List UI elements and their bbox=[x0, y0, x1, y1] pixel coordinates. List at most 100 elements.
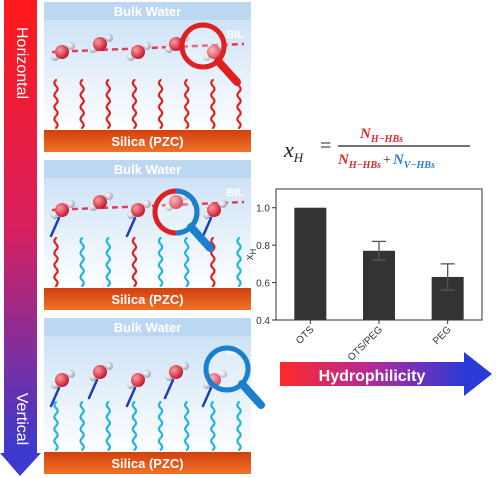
eq-den-1-sub: H−HBs bbox=[348, 160, 381, 171]
vertical-hbond-line bbox=[125, 216, 137, 238]
hydrogen-atom bbox=[105, 362, 113, 370]
oxygen-atom bbox=[131, 203, 145, 217]
xh-bar-chart: 0.4 0.6 0.8 1.0 xH OTS OTS/PEG PEG bbox=[244, 188, 483, 364]
y-axis-label: xH bbox=[244, 249, 258, 261]
svg-text:=: = bbox=[320, 135, 331, 157]
vertical-hbond-line bbox=[201, 216, 213, 238]
magnifier-handle bbox=[187, 223, 214, 252]
silica-substrate bbox=[44, 452, 251, 474]
hydrogen-atom bbox=[143, 370, 151, 378]
bar-ots-peg bbox=[363, 250, 395, 320]
bar-ots bbox=[294, 207, 327, 320]
silica-substrate bbox=[44, 288, 251, 310]
orientation-arrow bbox=[0, 0, 41, 476]
water-region bbox=[44, 160, 251, 290]
water-molecule bbox=[51, 370, 75, 389]
surfactant-tail bbox=[53, 400, 59, 452]
oxygen-atom bbox=[55, 203, 69, 217]
horizontal-label: Horizontal bbox=[13, 26, 30, 100]
hydrogen-atom bbox=[219, 200, 227, 208]
surfactant-tail bbox=[105, 78, 111, 130]
surfactant-tail bbox=[79, 236, 85, 288]
oxygen-atom bbox=[55, 45, 69, 59]
surfactant-tail bbox=[105, 236, 111, 288]
silica-label: Silica (PZC) bbox=[111, 134, 183, 149]
y-axis-label-sub: H bbox=[249, 249, 258, 255]
bil-label: BIL bbox=[226, 29, 244, 41]
eq-num-sub: H−HBs bbox=[370, 134, 403, 145]
hydrogen-atom bbox=[67, 370, 75, 378]
surfactant-tail bbox=[184, 400, 190, 452]
hydrogen-atom bbox=[105, 34, 113, 42]
surfactant-tail bbox=[53, 78, 59, 130]
interface-panel-1: Bulk Water BIL Silica (PZC) bbox=[44, 2, 251, 152]
eq-den-2-sub: V−HBs bbox=[404, 160, 435, 171]
water-molecule bbox=[51, 42, 75, 61]
eq-lhs: x bbox=[283, 137, 294, 162]
hydrogen-atom bbox=[143, 42, 151, 50]
surfactant-tail bbox=[105, 400, 111, 452]
svg-text:NH−HBs+NV−HBs: NH−HBs + NV−HBs bbox=[337, 152, 435, 171]
hydrogen-atom bbox=[67, 42, 75, 50]
bulk-water-band bbox=[44, 160, 251, 178]
oxygen-atom bbox=[169, 365, 183, 379]
eq-lhs-sub: H bbox=[293, 150, 304, 165]
oxygen-atom bbox=[207, 203, 221, 217]
xh-equation: xH = NH−HBs NH−HBs + NV−HBs bbox=[283, 126, 470, 171]
surfactant-tail bbox=[131, 236, 138, 288]
eq-den-2: N bbox=[392, 152, 405, 168]
oxygen-atom bbox=[131, 45, 145, 59]
water-molecule bbox=[165, 362, 189, 381]
hydrophilicity-label: Hydrophilicity bbox=[319, 368, 426, 385]
magnifier-lens bbox=[179, 22, 227, 70]
hydrophilicity-arrow: Hydrophilicity bbox=[280, 352, 492, 396]
magnifier-icon bbox=[203, 345, 265, 409]
water-region bbox=[44, 2, 251, 132]
magnifier-handle bbox=[214, 57, 241, 86]
surfactant-tail bbox=[236, 78, 242, 130]
oxygen-atom bbox=[93, 365, 107, 379]
svg-text:NH−HBs: NH−HBs bbox=[359, 126, 403, 145]
oxygen-atom bbox=[131, 373, 145, 387]
magnifier-icon bbox=[179, 22, 241, 86]
hydrogen-atom bbox=[181, 362, 189, 370]
x-tick-label: OTS/PEG bbox=[346, 324, 385, 363]
silica-label: Silica (PZC) bbox=[111, 292, 183, 307]
water-molecule bbox=[51, 200, 75, 219]
water-molecule bbox=[89, 192, 113, 211]
surfactant-tail bbox=[79, 400, 85, 452]
magnifier-icon bbox=[152, 188, 214, 252]
surfactant-tail bbox=[210, 400, 216, 452]
bulk-water-label: Bulk Water bbox=[114, 320, 181, 335]
magnifier-handle bbox=[238, 380, 265, 409]
y-tick-label: 0.4 bbox=[256, 316, 270, 327]
interface-panel-2: Bulk Water BIL Silica (PZC) bbox=[44, 160, 251, 310]
x-tick-label: PEG bbox=[431, 324, 454, 347]
oxygen-atom bbox=[169, 195, 183, 209]
bulk-water-label: Bulk Water bbox=[114, 4, 181, 19]
vertical-hbond-line bbox=[49, 386, 61, 408]
hydrogen-atom bbox=[105, 192, 113, 200]
vertical-label: Vertical bbox=[13, 392, 30, 446]
surfactant-tail bbox=[210, 236, 216, 288]
hydrogen-atom bbox=[67, 200, 75, 208]
x-tick-label: OTS bbox=[294, 324, 317, 347]
vertical-hbond-line bbox=[125, 386, 137, 408]
water-molecule bbox=[203, 200, 227, 219]
vertical-hbond-line bbox=[201, 386, 213, 408]
y-tick-label: 0.8 bbox=[256, 241, 270, 252]
y-tick-label: 0.6 bbox=[256, 279, 270, 290]
silica-substrate bbox=[44, 130, 251, 152]
surfactant-tail bbox=[131, 400, 138, 452]
surfactant-tail bbox=[236, 236, 242, 288]
water-molecule bbox=[127, 200, 151, 219]
surfactant-tail bbox=[236, 400, 242, 452]
panels-group: Bulk Water BIL Silica (PZC) Bulk Water BIL Si… bbox=[44, 2, 265, 474]
bulk-water-band bbox=[44, 2, 251, 20]
surfactant-tail bbox=[131, 78, 138, 130]
bulk-water-band bbox=[44, 318, 251, 336]
surfactant-tail bbox=[157, 400, 164, 452]
magnifier-lens-blue-half bbox=[175, 188, 200, 236]
